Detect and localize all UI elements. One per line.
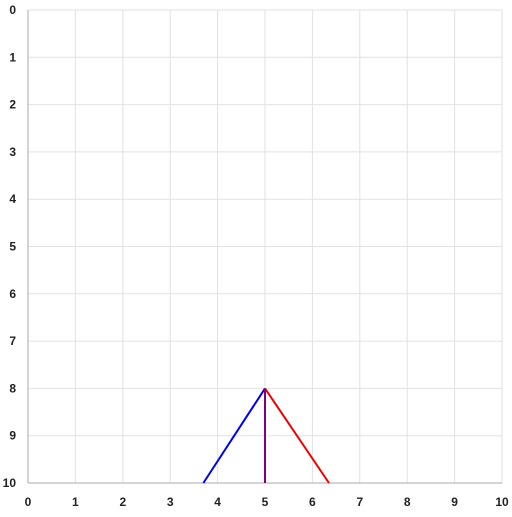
y-tick-label: 4 <box>9 192 16 206</box>
y-tick-label: 0 <box>9 3 16 17</box>
x-tick-label: 7 <box>356 495 363 509</box>
x-tick-label: 2 <box>119 495 126 509</box>
y-tick-label: 8 <box>9 381 16 395</box>
x-tick-label: 6 <box>309 495 316 509</box>
y-tick-label: 1 <box>9 50 16 64</box>
x-tick-label: 0 <box>25 495 32 509</box>
x-tick-label: 5 <box>262 495 269 509</box>
y-tick-label: 7 <box>9 334 16 348</box>
x-tick-label: 1 <box>72 495 79 509</box>
series-line-2 <box>264 387 330 484</box>
x-tick-label: 4 <box>214 495 221 509</box>
y-tick-labels: 0 1 2 3 4 5 6 7 8 9 10 <box>3 3 17 490</box>
y-tick-label: 3 <box>9 145 16 159</box>
y-tick-label: 6 <box>9 287 16 301</box>
x-tick-labels: 0 1 2 3 4 5 6 7 8 9 10 <box>25 495 509 509</box>
x-tick-label: 8 <box>404 495 411 509</box>
y-tick-label: 5 <box>9 240 16 254</box>
x-tick-label: 3 <box>167 495 174 509</box>
series-lines <box>202 387 330 484</box>
y-tick-label: 10 <box>3 476 17 490</box>
y-tick-label: 2 <box>9 98 16 112</box>
y-tick-label: 9 <box>9 429 16 443</box>
x-tick-label: 9 <box>451 495 458 509</box>
series-line-1 <box>202 387 266 484</box>
x-tick-label: 10 <box>495 495 509 509</box>
